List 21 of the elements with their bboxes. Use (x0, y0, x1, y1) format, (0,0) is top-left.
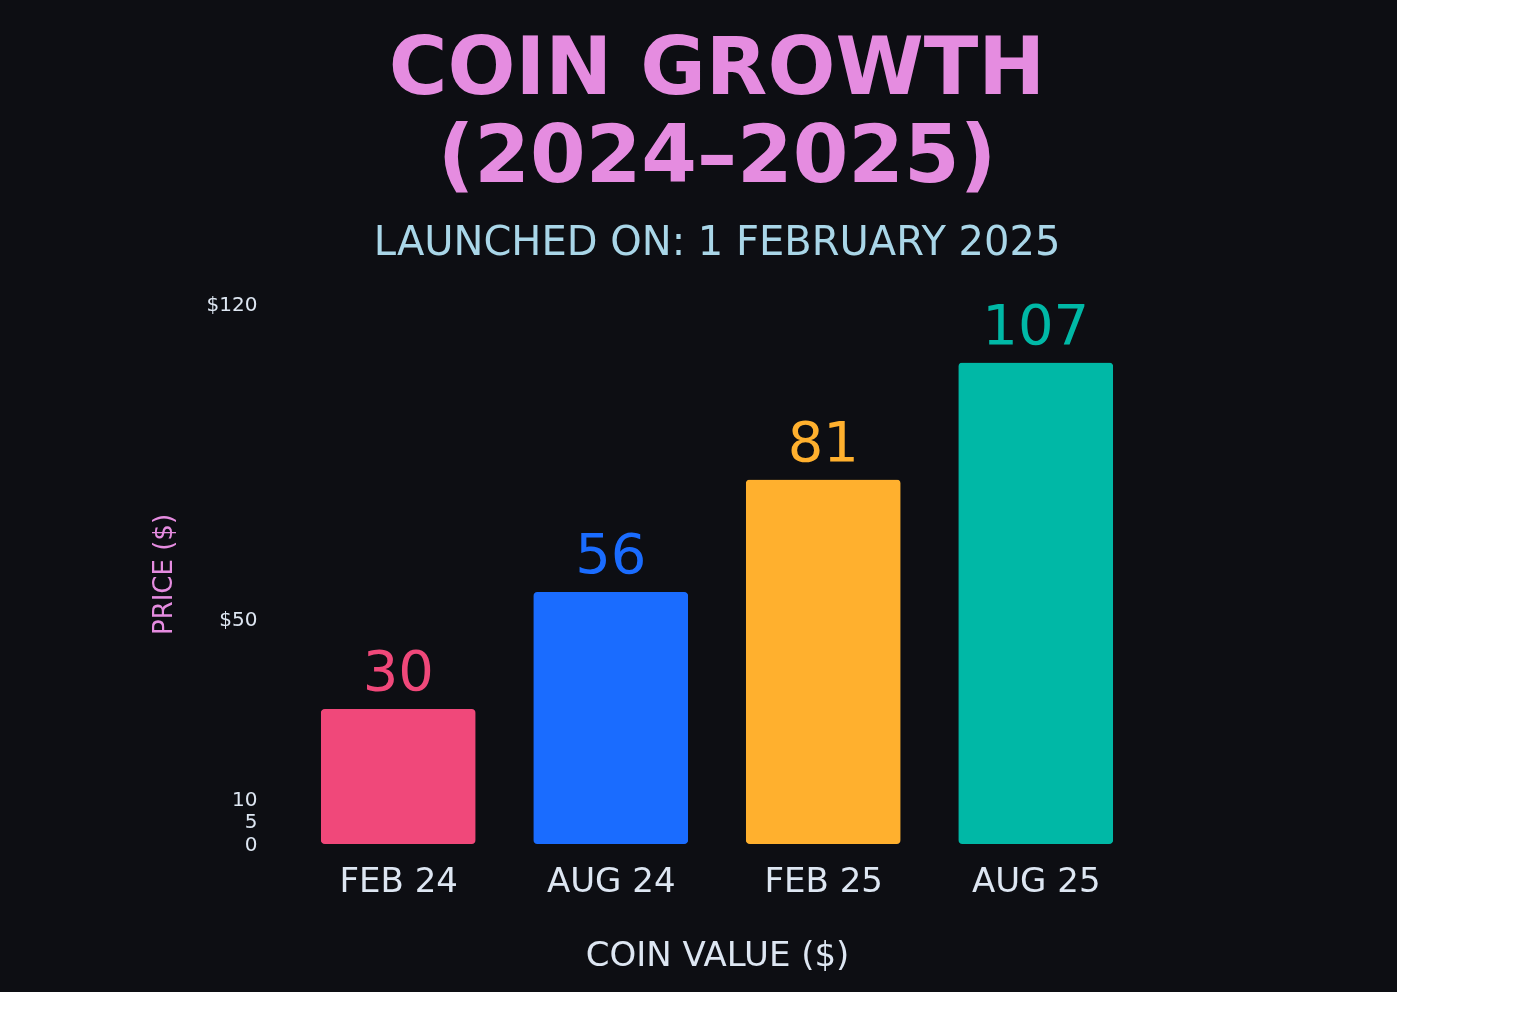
x-tick-label: AUG 25 (971, 859, 1101, 900)
y-tick-label: $50 (219, 606, 258, 631)
data-label: 30 (362, 638, 434, 703)
bar (320, 709, 476, 844)
data-label: 81 (787, 408, 859, 474)
bar (745, 479, 901, 844)
y-tick-label: $120 (206, 291, 258, 316)
y-tick-label: 0 (244, 831, 258, 856)
bar (958, 362, 1114, 844)
data-label: 56 (575, 521, 647, 586)
x-axis-title: COIN VALUE ($) (585, 933, 850, 974)
x-tick-label: FEB 25 (764, 859, 883, 900)
chart-title: COIN GROWTH (2024–2025) (388, 20, 1046, 201)
y-tick-label: 10 (232, 786, 258, 811)
bar (533, 592, 689, 844)
chart-subtitle: LAUNCHED ON: 1 FEBRUARY 2025 (373, 218, 1061, 264)
x-tick-label: AUG 24 (546, 859, 676, 900)
x-tick-label: FEB 24 (339, 859, 458, 900)
y-tick-label: 5 (244, 809, 258, 833)
data-label: 107 (982, 291, 1090, 357)
y-axis-title: PRICE ($) (147, 513, 178, 636)
